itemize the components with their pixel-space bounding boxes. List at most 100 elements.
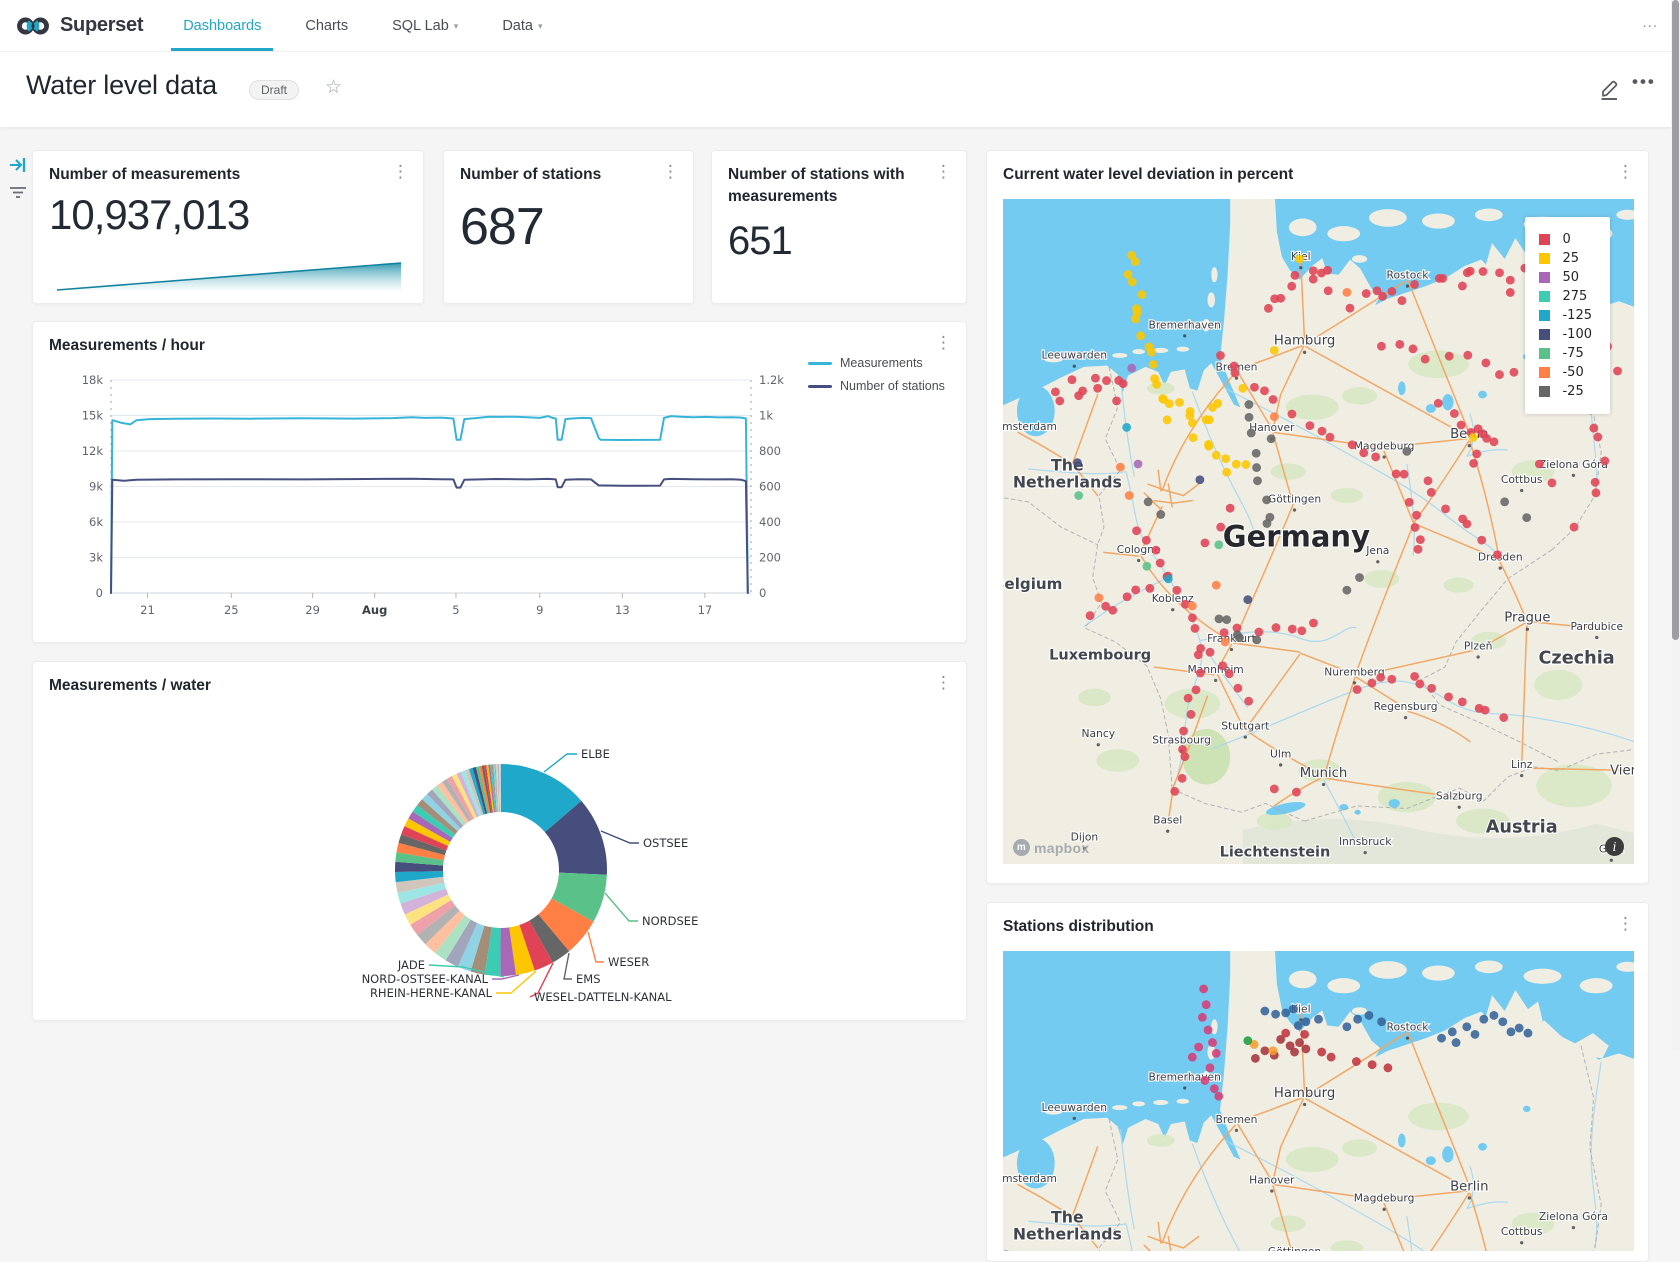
donut-chart: ELBEOSTSEENORDSEEWESEREMSWESEL-DATTELN-K… <box>33 662 968 1022</box>
svg-text:9k: 9k <box>89 480 103 494</box>
svg-text:17: 17 <box>698 603 713 617</box>
nav-item-charts[interactable]: Charts <box>283 0 370 51</box>
map-legend-item[interactable]: 50 <box>1539 270 1592 285</box>
map-label-zielona-góra: Zielona Góra <box>1539 458 1608 471</box>
dashboard-more-icon[interactable]: ••• <box>1632 72 1656 92</box>
nav-item-data[interactable]: Data▾ <box>480 0 564 51</box>
expand-filter-bar-icon[interactable] <box>8 155 28 175</box>
card-number-of-measurements: Number of measurements ⋮ 10,937,013 <box>32 150 424 304</box>
map-label-hanover: Hanover <box>1249 421 1295 434</box>
scrollbar-thumb[interactable] <box>1672 0 1679 640</box>
legend-item[interactable]: Number of stations <box>808 379 945 393</box>
chart-menu-icon[interactable]: ⋮ <box>931 161 956 182</box>
svg-text:18k: 18k <box>82 373 104 387</box>
map-label-liechtenstein: Liechtenstein <box>1220 844 1331 860</box>
nav-item-sql-lab[interactable]: SQL Lab▾ <box>370 0 480 51</box>
donut-label: JADE <box>397 958 425 972</box>
svg-text:400: 400 <box>759 515 781 529</box>
donut-label: NORD-OSTSEE-KANAL <box>362 972 489 986</box>
line-chart-legend: Measurements Number of stations <box>808 356 945 402</box>
chart-menu-icon[interactable]: ⋮ <box>658 161 683 182</box>
map-label-rostock: Rostock <box>1386 1021 1429 1034</box>
map-label-czechia: Czechia <box>1538 648 1614 668</box>
deviation-map[interactable]: KielRostockBremerhavenHamburgLeeuwardenB… <box>1003 199 1634 864</box>
page-scrollbar[interactable] <box>1671 0 1680 1050</box>
page-title: Water level data <box>26 70 217 101</box>
map-legend-item[interactable]: 25 <box>1539 251 1592 266</box>
card-number-of-stations: Number of stations ⋮ 687 <box>443 150 694 304</box>
map-label-plzeň: Plzeň <box>1464 639 1492 652</box>
map-legend-item[interactable]: -25 <box>1539 384 1592 399</box>
brand-name: Superset <box>60 14 143 37</box>
map-label-leeuwarden: Leeuwarden <box>1042 1101 1107 1114</box>
map-label-amsterdam: Amsterdam <box>1003 1172 1057 1185</box>
svg-text:1.2k: 1.2k <box>759 373 784 387</box>
svg-text:15k: 15k <box>82 409 104 423</box>
chart-title: Number of stations <box>460 164 653 186</box>
filter-bar-collapsed <box>0 127 36 1050</box>
map-attribution-info-icon[interactable]: i <box>1605 837 1624 856</box>
filter-icon[interactable] <box>8 182 28 202</box>
map-label-pardubice: Pardubice <box>1570 620 1623 633</box>
chart-menu-icon[interactable]: ⋮ <box>388 161 413 182</box>
map-label-munich: Munich <box>1300 766 1348 781</box>
nav-item-dashboards[interactable]: Dashboards <box>161 0 283 51</box>
map-legend-item[interactable]: -75 <box>1539 346 1592 361</box>
legend-swatch <box>808 362 832 365</box>
svg-text:25: 25 <box>224 603 239 617</box>
map-legend: 0 25 50 275 -125 -100 -75 -50 -25 <box>1525 217 1610 414</box>
legend-item[interactable]: Measurements <box>808 356 945 370</box>
legend-label: 0 <box>1562 232 1570 247</box>
map-legend-item[interactable]: -50 <box>1539 365 1592 380</box>
map-label-nancy: Nancy <box>1081 727 1115 740</box>
chevron-down-icon: ▾ <box>538 21 543 32</box>
mapbox-logo[interactable]: m mapbox <box>1013 839 1089 856</box>
map-label-nuremberg: Nuremberg <box>1324 665 1384 678</box>
map-legend-item[interactable]: 0 <box>1539 232 1592 247</box>
chart-menu-icon[interactable]: ⋮ <box>1613 913 1638 934</box>
map-label-rostock: Rostock <box>1386 268 1429 281</box>
map-label-leeuwarden: Leeuwarden <box>1042 349 1108 362</box>
mapbox-icon: m <box>1013 839 1030 856</box>
card-stations-with-measurements: Number of stations with measurements ⋮ 6… <box>711 150 967 304</box>
map-legend-item[interactable]: -100 <box>1539 327 1592 342</box>
map-label-prague: Prague <box>1504 611 1550 626</box>
map-legend-item[interactable]: -125 <box>1539 308 1592 323</box>
svg-text:9: 9 <box>536 603 543 617</box>
svg-text:0: 0 <box>96 586 103 600</box>
map-legend-item[interactable]: 275 <box>1539 289 1592 304</box>
chart-title: Number of stations with measurements <box>728 164 926 209</box>
svg-text:1k: 1k <box>759 409 773 423</box>
superset-brand[interactable]: Superset <box>0 0 161 51</box>
legend-label: Number of stations <box>840 379 945 393</box>
legend-swatch <box>1539 310 1550 321</box>
svg-text:21: 21 <box>140 603 155 617</box>
edit-dashboard-icon[interactable] <box>1598 76 1622 102</box>
chart-menu-icon[interactable]: ⋮ <box>1613 161 1638 182</box>
donut-label: NORDSEE <box>642 914 698 928</box>
svg-text:6k: 6k <box>89 515 103 529</box>
trendline-sparkline <box>49 255 409 293</box>
legend-swatch <box>1539 272 1550 283</box>
legend-label: -125 <box>1562 308 1592 323</box>
map-label-amsterdam: Amsterdam <box>1003 420 1057 433</box>
legend-swatch <box>1539 386 1550 397</box>
legend-label: -50 <box>1562 365 1583 380</box>
chart-title: Stations distribution <box>1003 916 1608 938</box>
svg-text:12k: 12k <box>82 444 104 458</box>
favorite-star-icon[interactable]: ☆ <box>325 76 342 99</box>
map-label-strasbourg: Strasbourg <box>1152 733 1211 746</box>
map-label-linz: Linz <box>1511 758 1533 771</box>
chart-title: Current water level deviation in percent <box>1003 164 1608 186</box>
big-number-value: 10,937,013 <box>49 191 249 239</box>
nav-overflow-icon[interactable]: ... <box>1642 14 1658 31</box>
legend-label: Measurements <box>840 356 923 370</box>
svg-text:0: 0 <box>759 586 766 600</box>
chart-title: Number of measurements <box>49 164 383 186</box>
legend-swatch <box>808 385 832 388</box>
